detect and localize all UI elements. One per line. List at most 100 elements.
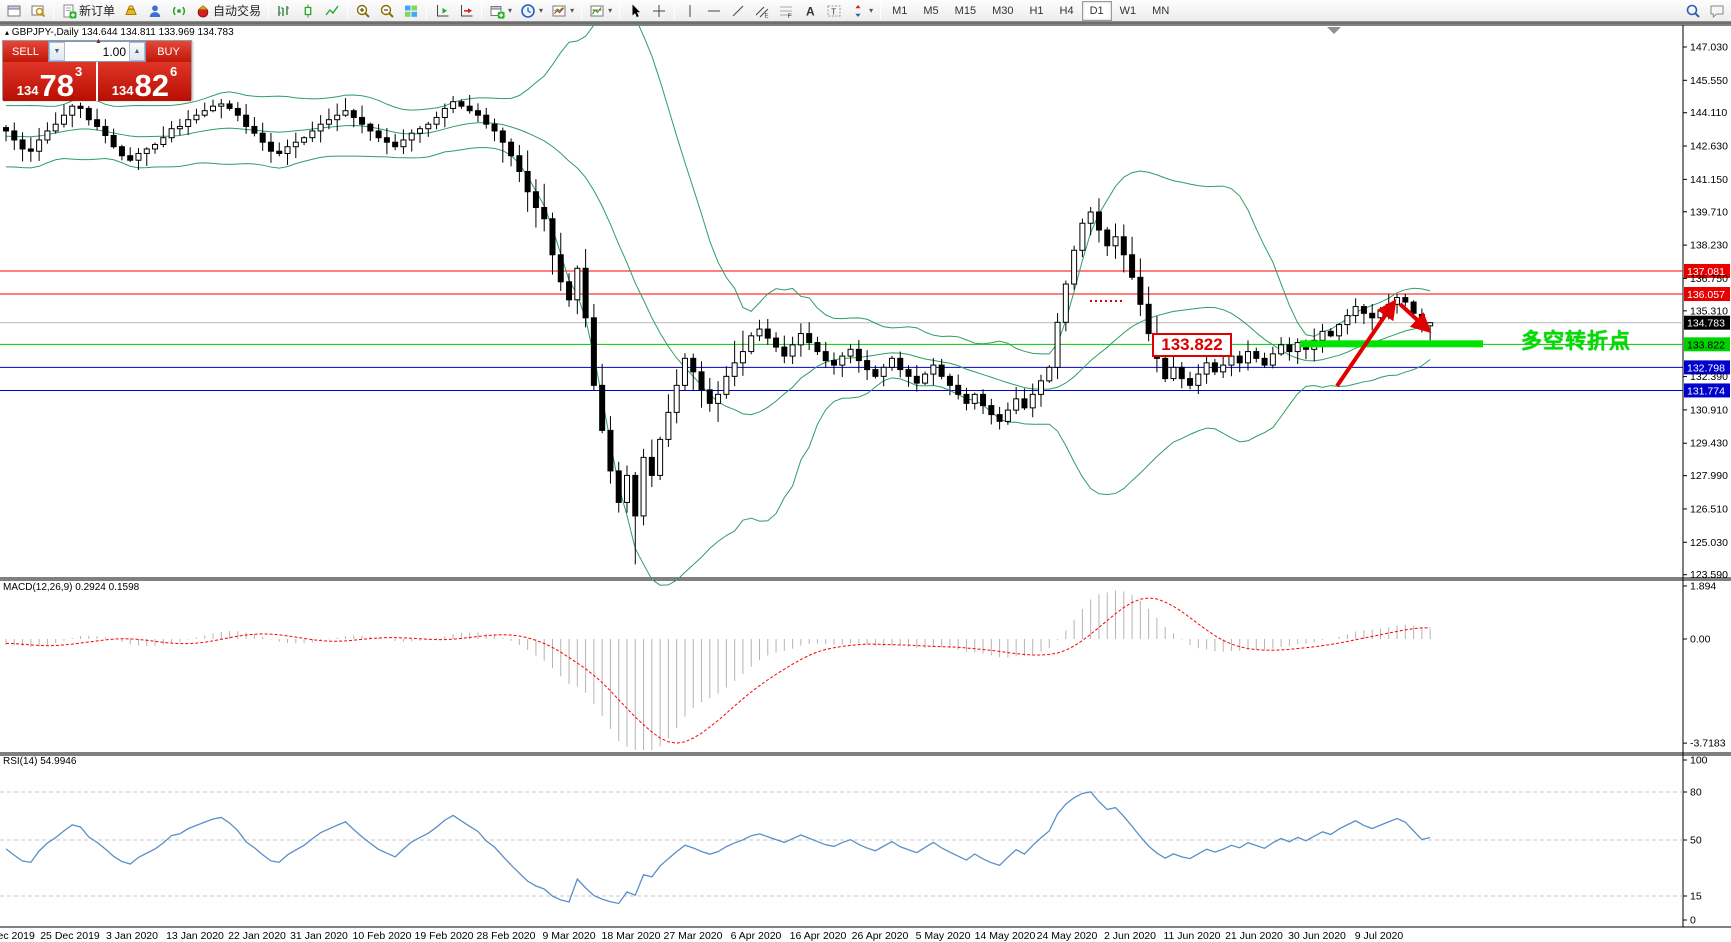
sell-price-base: 134 <box>16 83 39 98</box>
svg-text:9 Mar 2020: 9 Mar 2020 <box>542 930 595 942</box>
channel: E <box>755 6 769 19</box>
indicators-button[interactable]: ▾ <box>585 1 616 21</box>
autotrading-button-label: 自动交易 <box>213 4 262 18</box>
antenna <box>172 6 186 15</box>
templates-button[interactable]: ▾ <box>547 1 578 21</box>
chart-canvas[interactable]: 137.081 136.057 134.783 133.822 132.798 131.7… <box>0 24 1731 942</box>
dropdown-caret-icon[interactable]: ▾ <box>608 6 613 15</box>
candlestick-mode-icon[interactable] <box>296 1 320 21</box>
bar-chart-mode-icon[interactable] <box>272 1 296 21</box>
timeframe-m15[interactable]: M15 <box>954 4 977 17</box>
rsi-panel[interactable] <box>0 791 1683 905</box>
volume-increase-icon[interactable]: ▲ <box>129 42 145 61</box>
volume-decrease-icon[interactable]: ▼ <box>49 42 65 61</box>
svg-text:130.910: 130.910 <box>1690 404 1728 416</box>
volume-stepper: ▼ ▲ <box>48 41 146 62</box>
chart-shift-icon[interactable] <box>430 1 454 21</box>
volume-input[interactable] <box>65 42 129 61</box>
toolbar-separator <box>880 2 882 19</box>
buy-price-base: 134 <box>111 83 134 98</box>
autotrading-button[interactable]: 自动交易 <box>191 1 265 21</box>
text-tool-icon[interactable]: A <box>798 1 822 21</box>
sell-price-display[interactable]: 134 78 3 <box>3 62 96 101</box>
cursor-tool-icon[interactable] <box>623 1 647 21</box>
timeframe-mn[interactable]: MN <box>1152 4 1170 17</box>
buy-price-pips: 82 <box>134 67 169 103</box>
price-tag <box>1684 315 1730 330</box>
metaeditor-icon[interactable] <box>119 1 143 21</box>
new-order-button[interactable]: 新订单 <box>57 1 119 21</box>
timeframe-w1[interactable]: W1 <box>1119 4 1137 17</box>
vertical-line-tool-icon[interactable] <box>678 1 702 21</box>
timeframe-h4[interactable]: H4 <box>1059 4 1074 17</box>
dropdown-caret-icon[interactable]: ▾ <box>869 6 874 15</box>
trade-panel-collapse-icon[interactable]: ▲ <box>95 38 102 45</box>
tile-windows-icon[interactable] <box>399 1 423 21</box>
autoscroll <box>461 4 473 16</box>
chart-annotations[interactable] <box>1090 299 1483 388</box>
zoom-out-icon[interactable] <box>375 1 399 21</box>
buy-button[interactable]: BUY <box>146 41 191 62</box>
tiles <box>405 5 418 17</box>
price-scale[interactable]: 147.030 145.550 144.110 142.630 141.150 139.7… <box>1683 41 1728 927</box>
new-chart-button[interactable]: ▾ <box>485 1 516 21</box>
svg-text:126.510: 126.510 <box>1690 503 1728 515</box>
macd-panel[interactable] <box>5 590 1431 750</box>
trendline-tool-icon[interactable] <box>726 1 750 21</box>
price-level-annotation[interactable]: 133.822 <box>1152 333 1232 357</box>
svg-text:100: 100 <box>1690 755 1708 767</box>
text-label-tool-icon[interactable]: T <box>822 1 846 21</box>
horizontal-level-lines[interactable]: 137.081 136.057 134.783 133.822 132.798 131.7… <box>0 263 1730 398</box>
shift <box>437 4 449 16</box>
toolbar: 新订单 自动交易 ▾ ▾ ▾ ▾ E F A T ▾ M1 M5 M15 M30 H1 H4 D1 W1 MN <box>0 0 1731 22</box>
svg-text:26 Apr 2020: 26 Apr 2020 <box>852 930 909 942</box>
arrows-tool-icon[interactable]: ▾ <box>846 1 877 21</box>
timeframe-d1[interactable]: D1 <box>1081 0 1112 21</box>
dropdown-caret-icon[interactable]: ▾ <box>539 6 544 15</box>
crosshair-tool-icon[interactable] <box>647 1 671 21</box>
svg-text:30 Jun 2020: 30 Jun 2020 <box>1288 930 1346 942</box>
fibonacci-tool-icon[interactable]: F <box>774 1 798 21</box>
buy-price-point: 6 <box>169 64 178 79</box>
time-scale[interactable]: 6 Dec 2019 25 Dec 2019 3 Jan 2020 13 Jan 20… <box>0 930 1403 942</box>
channel-tool-icon[interactable]: E <box>750 1 774 21</box>
zoom-in-icon[interactable] <box>351 1 375 21</box>
svg-text:T: T <box>831 7 836 16</box>
svg-text:1.894: 1.894 <box>1690 580 1716 592</box>
toolbar-separator <box>581 2 583 19</box>
timeframe-m30[interactable]: M30 <box>992 4 1014 17</box>
svg-text:10 Feb 2020: 10 Feb 2020 <box>353 930 412 942</box>
periods-button[interactable]: ▾ <box>516 1 547 21</box>
buy-price-display[interactable]: 134 82 6 <box>98 62 191 101</box>
signals-icon[interactable] <box>167 1 191 21</box>
svg-text:131.774: 131.774 <box>1687 385 1725 397</box>
toolbar-separator <box>426 2 428 19</box>
svg-text:31 Jan 2020: 31 Jan 2020 <box>290 930 348 942</box>
price-tag <box>1684 383 1730 398</box>
chat-icon[interactable] <box>1705 1 1729 21</box>
turning-point-annotation[interactable]: 多空转折点 <box>1521 330 1631 353</box>
dropdown-caret-icon[interactable]: ▾ <box>570 6 575 15</box>
search <box>1686 4 1700 18</box>
person <box>149 4 161 17</box>
timeframe-m5[interactable]: M5 <box>923 4 939 17</box>
svg-text:14 May 2020: 14 May 2020 <box>975 930 1036 942</box>
profiles-icon[interactable] <box>26 1 50 21</box>
svg-text:138.230: 138.230 <box>1690 240 1728 252</box>
svg-text:125.030: 125.030 <box>1690 537 1728 549</box>
expert-advisors-icon[interactable] <box>143 1 167 21</box>
svg-text:134.783: 134.783 <box>1687 318 1725 330</box>
new-chart-window-icon[interactable] <box>2 1 26 21</box>
sell-button[interactable]: SELL <box>3 41 48 62</box>
dropdown-caret-icon[interactable]: ▾ <box>508 6 513 15</box>
svg-text:132.390: 132.390 <box>1690 371 1728 383</box>
svg-text:147.030: 147.030 <box>1690 41 1728 53</box>
bars <box>278 5 290 16</box>
trend <box>732 5 744 16</box>
timeframe-m1[interactable]: M1 <box>892 4 908 17</box>
horizontal-line-tool-icon[interactable] <box>702 1 726 21</box>
timeframe-h1[interactable]: H1 <box>1029 4 1044 17</box>
auto-scroll-icon[interactable] <box>454 1 478 21</box>
line-chart-mode-icon[interactable] <box>320 1 344 21</box>
search-icon[interactable] <box>1681 1 1705 21</box>
